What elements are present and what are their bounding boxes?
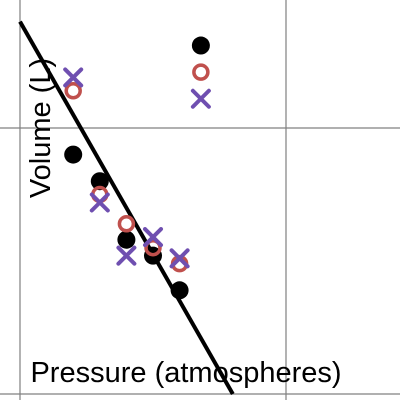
data-point-x [116, 245, 137, 266]
data-point-x [190, 88, 211, 109]
data-point-open-circle [117, 215, 136, 233]
data-point-filled-circle [117, 230, 136, 249]
data-point-x [89, 192, 110, 213]
data-point-filled-circle [191, 36, 210, 55]
trend-line [18, 20, 235, 395]
data-point-x [143, 227, 163, 248]
y-axis-label: Volume (L) [25, 58, 57, 198]
data-points [63, 36, 211, 300]
data-point-filled-circle [90, 172, 109, 191]
data-point-filled-circle [170, 281, 189, 300]
data-point-open-circle [144, 238, 162, 257]
data-point-x [169, 248, 190, 269]
x-axis-label: Pressure (atmospheres) [30, 357, 341, 389]
data-point-x [63, 67, 84, 88]
data-point-open-circle [192, 63, 210, 81]
data-point-open-circle [64, 82, 82, 100]
data-point-filled-circle [64, 145, 83, 164]
